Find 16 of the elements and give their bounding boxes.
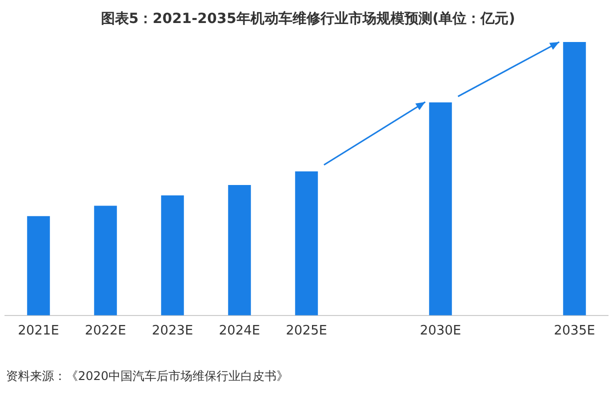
x-tick-label: 2030E — [420, 324, 462, 339]
bar — [295, 171, 318, 316]
x-tick-label: 2023E — [152, 324, 194, 339]
bar — [228, 184, 251, 316]
chart-title: 图表5：2021-2035年机动车维修行业市场规模预测(单位：亿元) — [100, 10, 516, 28]
x-tick-label: 2021E — [18, 324, 60, 339]
text: 资料来源：《2020中国汽车后市场维保行业白皮书》 — [6, 368, 289, 385]
bar — [429, 102, 452, 316]
x-tick-label: 2025E — [286, 324, 328, 339]
x-tick-label: 2022E — [84, 324, 126, 339]
bar — [94, 206, 117, 316]
bar — [27, 216, 50, 316]
x-tick-label: 2024E — [218, 324, 260, 339]
bar — [563, 42, 586, 316]
x-tick-label: 2035E — [554, 324, 596, 339]
bar — [161, 195, 184, 316]
